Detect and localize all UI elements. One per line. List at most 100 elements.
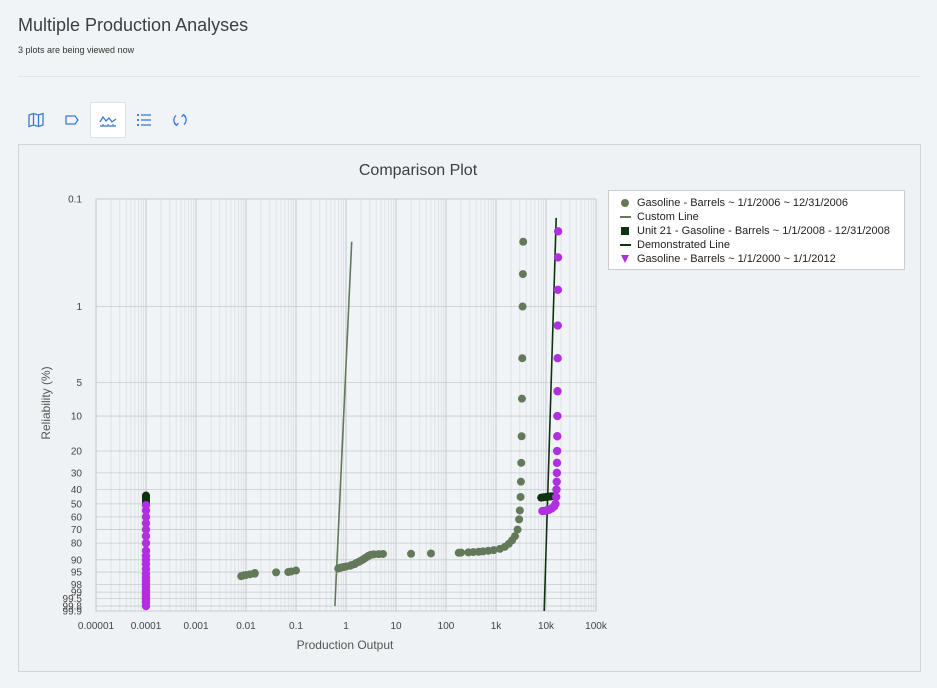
x-tick-label: 100 — [438, 621, 455, 632]
data-point — [141, 512, 151, 522]
data-point — [552, 446, 562, 456]
data-point — [553, 432, 562, 441]
data-point — [141, 601, 151, 611]
data-point — [426, 549, 435, 558]
data-point — [141, 525, 151, 534]
chart-title: Comparison Plot — [359, 162, 478, 179]
data-point — [515, 515, 524, 524]
legend-label: Custom Line — [637, 211, 699, 223]
data-point — [250, 569, 259, 578]
refresh-icon — [173, 113, 187, 127]
data-point — [141, 506, 151, 515]
data-point — [515, 506, 524, 515]
data-point — [553, 387, 562, 396]
y-tick-label: 95 — [71, 568, 83, 579]
y-tick-label: 50 — [71, 499, 83, 510]
data-point — [517, 432, 526, 441]
y-tick-label: 0.1 — [68, 195, 82, 206]
circle-marker-icon — [621, 199, 629, 207]
data-point — [552, 468, 562, 478]
data-point — [552, 477, 561, 486]
square-marker-icon — [621, 227, 629, 235]
data-point — [141, 531, 151, 541]
x-tick-label: 0.001 — [183, 621, 208, 632]
data-point — [552, 492, 561, 502]
chart-legend: Gasoline - Barrels ~ 1/1/2006 ~ 12/31/20… — [608, 190, 905, 270]
data-point — [553, 227, 563, 236]
legend-label: Unit 21 - Gasoline - Barrels ~ 1/1/2008 … — [637, 225, 890, 237]
x-tick-label: 0.1 — [289, 621, 303, 632]
x-tick-label: 1 — [343, 621, 349, 632]
data-point — [272, 568, 281, 577]
data-point — [553, 285, 563, 295]
list-view-button[interactable] — [126, 102, 162, 138]
chart-panel: 0.00001 0.0001 0.001 0.01 0.1 1 10 100 1k 10k 100k… — [18, 144, 921, 672]
map-icon — [28, 112, 44, 128]
data-point — [516, 477, 525, 486]
y-tick-label: 80 — [71, 539, 83, 550]
data-point — [517, 394, 526, 403]
y-tick-label: 40 — [71, 485, 83, 496]
y-axis-label: Reliability (%) — [39, 366, 53, 439]
data-point — [553, 321, 562, 330]
refresh-button[interactable] — [162, 102, 198, 138]
x-tick-label: 10k — [538, 621, 555, 632]
x-tick-label: 0.01 — [236, 621, 256, 632]
legend-item[interactable]: Unit 21 - Gasoline - Barrels ~ 1/1/2008 … — [619, 224, 904, 238]
legend-item[interactable]: Gasoline - Barrels ~ 1/1/2000 ~ 1/1/2012 — [619, 252, 904, 266]
data-point — [511, 532, 520, 541]
data-point — [553, 411, 562, 421]
series-line — [334, 241, 353, 607]
map-view-button[interactable] — [18, 102, 54, 138]
x-tick-label: 0.00001 — [78, 621, 115, 632]
page-title: Multiple Production Analyses — [18, 15, 249, 35]
data-point — [518, 302, 527, 311]
legend-item[interactable]: Demonstrated Line — [619, 238, 904, 252]
header-divider — [18, 76, 920, 77]
y-tick-label: 99.8 — [63, 602, 83, 613]
legend-label: Gasoline - Barrels ~ 1/1/2000 ~ 1/1/2012 — [637, 253, 836, 265]
legend-item[interactable]: Gasoline - Barrels ~ 1/1/2006 ~ 12/31/20… — [619, 196, 904, 210]
x-tick-label: 1k — [491, 621, 503, 632]
data-point — [518, 270, 527, 279]
chart-view-button[interactable] — [90, 102, 126, 138]
plot-grid — [95, 198, 597, 612]
chart-icon — [99, 115, 117, 127]
tag-button[interactable] — [54, 102, 90, 138]
x-axis-label: Production Output — [297, 638, 394, 652]
y-tick-label: 70 — [71, 525, 83, 536]
data-point — [517, 458, 526, 467]
data-point — [141, 518, 151, 528]
line-marker-icon — [619, 244, 631, 246]
y-tick-label: 98 — [71, 580, 83, 591]
data-point — [553, 354, 562, 363]
y-tick-label: 99 — [71, 588, 83, 599]
legend-label: Gasoline - Barrels ~ 1/1/2006 ~ 12/31/20… — [637, 197, 848, 209]
series-line — [543, 217, 558, 612]
y-tick-label: 99.5 — [63, 594, 83, 605]
y-tick-label: 60 — [71, 512, 83, 523]
y-tick-label: 10 — [71, 412, 83, 423]
x-tick-label: 100k — [585, 621, 608, 632]
data-point — [407, 549, 416, 558]
x-tick-label: 0.0001 — [131, 621, 162, 632]
data-point — [551, 499, 560, 509]
legend-label: Demonstrated Line — [637, 239, 730, 251]
legend-item[interactable]: Custom Line — [619, 210, 904, 224]
y-tick-label: 99.9 — [63, 607, 83, 618]
triangle-marker-icon — [621, 255, 629, 263]
data-point — [518, 354, 527, 363]
x-tick-label: 10 — [390, 621, 402, 632]
plot-axes: 0.00001 0.0001 0.001 0.01 0.1 1 10 100 1k 10k 100k… — [63, 195, 608, 633]
data-point — [457, 548, 466, 557]
comparison-plot-svg: 0.00001 0.0001 0.001 0.01 0.1 1 10 100 1k 10k 100k… — [39, 162, 608, 652]
y-tick-label: 20 — [71, 447, 83, 458]
data-point — [553, 253, 563, 262]
data-point — [292, 566, 300, 575]
y-tick-label: 90 — [71, 555, 83, 566]
y-tick-label: 1 — [76, 302, 82, 313]
y-tick-label: 30 — [71, 468, 83, 479]
data-point — [552, 458, 562, 468]
toolbar — [18, 102, 198, 138]
page-subtitle: 3 plots are being viewed now — [18, 45, 135, 55]
